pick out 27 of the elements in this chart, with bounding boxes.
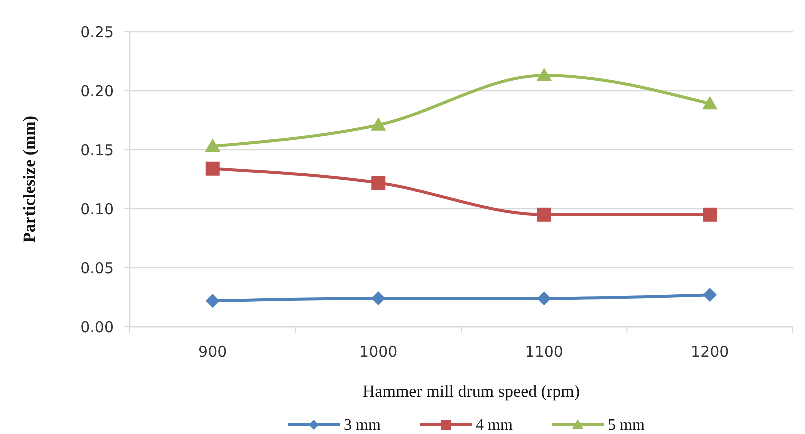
point — [372, 292, 386, 306]
point — [537, 292, 552, 306]
y-tick-label: 0.15 — [80, 141, 114, 160]
legend-label: 3 mm — [344, 417, 382, 434]
point — [702, 96, 718, 110]
point — [206, 294, 220, 308]
point — [205, 138, 221, 152]
y-tick-label: 0.05 — [80, 259, 114, 278]
legend-label: 4 mm — [476, 417, 514, 434]
point — [537, 208, 552, 222]
y-axis-title: Particlesize (mm) — [20, 116, 39, 243]
y-tick-label: 0.25 — [80, 23, 114, 42]
point — [206, 162, 220, 176]
x-tick-label: 1100 — [525, 343, 564, 361]
x-axis-title: Hammer mill drum speed (rpm) — [362, 382, 580, 401]
point — [372, 176, 386, 190]
x-tick-label: 1000 — [360, 343, 398, 361]
point — [703, 288, 718, 302]
x-tick-label: 900 — [198, 343, 228, 361]
y-tick-label: 0.00 — [80, 318, 114, 336]
point — [703, 208, 718, 222]
x-tick-label: 1200 — [691, 343, 730, 361]
y-tick-label: 0.10 — [80, 200, 114, 218]
point — [536, 68, 552, 82]
point — [370, 118, 386, 131]
y-tick-label: 0.20 — [80, 82, 114, 100]
legend-label: 5 mm — [608, 417, 646, 434]
